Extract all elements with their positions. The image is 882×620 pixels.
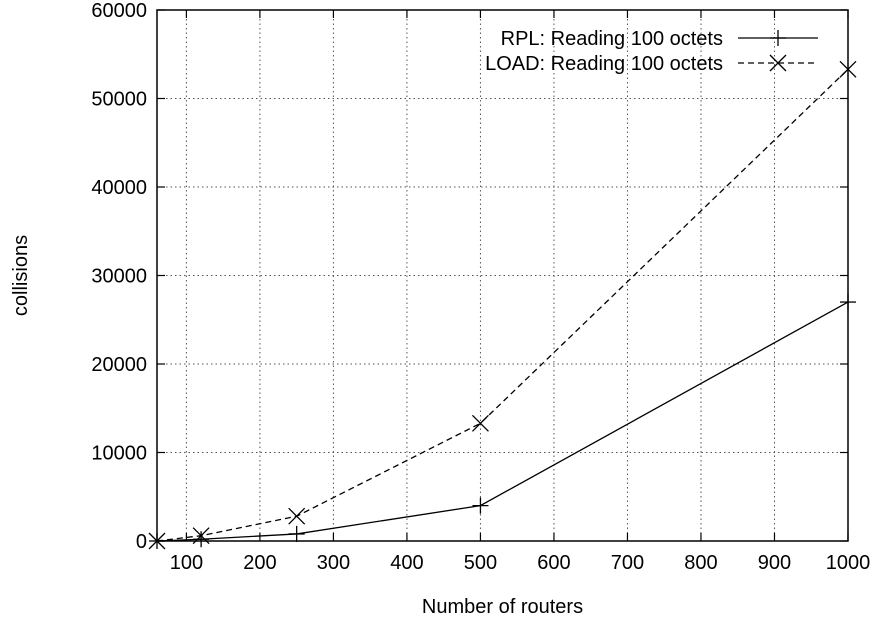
data-point — [148, 532, 166, 550]
data-point — [192, 527, 210, 545]
data-point — [472, 497, 489, 514]
axis-ticks: 100 200 300 400 500 600 700 800 900 1000010000200… — [91, 0, 870, 574]
x-tick-label: 900 — [758, 552, 791, 574]
y-tick-label: 50000 — [91, 89, 147, 111]
legend-label: RPL: Reading 100 octets — [501, 28, 723, 50]
x-tick-label: 1000 — [826, 552, 871, 574]
y-tick-label: 20000 — [91, 354, 147, 376]
x-tick-label: 400 — [390, 552, 423, 574]
x-axis-label: Number of routers — [422, 596, 583, 618]
x-tick-label: 600 — [537, 552, 570, 574]
x-tick-label: 800 — [684, 552, 717, 574]
legend-marker — [769, 54, 787, 72]
data-point — [193, 531, 210, 548]
series-line — [156, 301, 849, 542]
grid — [157, 10, 848, 541]
series — [148, 60, 857, 550]
x-tick-label: 200 — [243, 552, 276, 574]
x-tick-label: 300 — [317, 552, 350, 574]
series-line — [156, 68, 849, 542]
data-point — [288, 525, 305, 542]
x-tick-label: 700 — [611, 552, 644, 574]
data-point — [471, 414, 489, 432]
y-tick-label: 60000 — [91, 0, 147, 22]
legend-item: RPL: Reading 100 octets — [501, 28, 818, 50]
data-point — [839, 60, 857, 78]
data-point — [288, 507, 306, 525]
legend: RPL: Reading 100 octets LOAD: Reading 100… — [485, 28, 818, 75]
series-load — [148, 60, 857, 550]
y-tick-label: 0 — [136, 531, 147, 553]
y-tick-label: 40000 — [91, 177, 147, 199]
legend-marker — [770, 30, 786, 46]
x-tick-label: 500 — [464, 552, 497, 574]
legend-item: LOAD: Reading 100 octets — [485, 53, 818, 75]
y-tick-label: 30000 — [91, 266, 147, 288]
legend-label: LOAD: Reading 100 octets — [485, 53, 723, 75]
y-tick-label: 10000 — [91, 443, 147, 465]
y-axis-label: collisions — [10, 235, 32, 316]
x-tick-label: 100 — [170, 552, 203, 574]
data-point — [840, 294, 856, 311]
series-rpl — [149, 294, 856, 549]
